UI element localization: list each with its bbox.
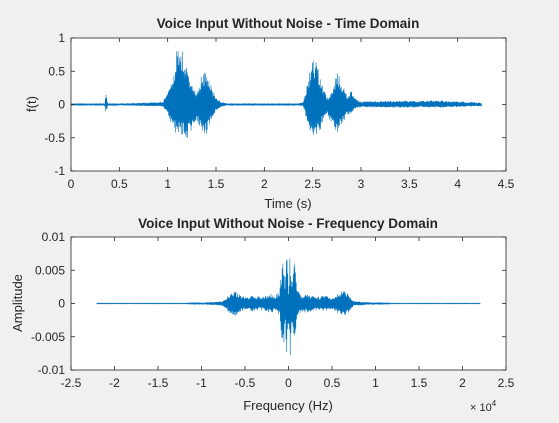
x-tick-label: 2.5 [498, 376, 515, 390]
time-domain-x-label: Time (s) [264, 196, 311, 211]
frequency-domain-y-label: Amplitude [10, 274, 25, 332]
exponent-power: 4 [492, 399, 497, 408]
frequency-domain-x-ticks: -2.5 -2 -1.5 -1 -0.5 0 0.5 1 1.5 2 2.5 [61, 237, 515, 390]
time-domain-y-ticks: -1 -0.5 0 0.5 1 [44, 31, 506, 178]
frequency-domain-axes: -2.5 -2 -1.5 -1 -0.5 0 0.5 1 1.5 2 2.5 -0.01 -0.005… [10, 216, 515, 414]
x-tick-label: 4 [454, 177, 461, 191]
x-tick-label: -1 [196, 376, 207, 390]
frequency-axis-exponent: × 104 [470, 399, 497, 414]
x-tick-label: 2 [261, 177, 268, 191]
x-tick-label: 2 [459, 376, 466, 390]
y-tick-label: -1 [54, 164, 65, 178]
frequency-domain-title: Voice Input Without Noise - Frequency Do… [138, 216, 438, 231]
signal-line [96, 258, 481, 356]
y-tick-label: 0.5 [48, 64, 65, 78]
x-tick-label: 0 [285, 376, 292, 390]
x-tick-label: 4.5 [498, 177, 515, 191]
x-tick-label: -2 [109, 376, 120, 390]
frequency-domain-y-ticks: -0.01 -0.005 0 0.005 0.01 [31, 230, 506, 377]
y-tick-label: 1 [58, 31, 65, 45]
x-tick-label: 1 [164, 177, 171, 191]
y-tick-label: -0.01 [38, 363, 66, 377]
x-tick-label: 0.5 [111, 177, 128, 191]
x-tick-label: 1 [372, 376, 379, 390]
x-tick-label: 0 [68, 177, 75, 191]
x-tick-label: 1.5 [208, 177, 225, 191]
exponent-base: × 10 [470, 402, 492, 414]
x-tick-label: 3.5 [401, 177, 418, 191]
y-tick-label: 0 [58, 98, 65, 112]
y-tick-label: 0.005 [35, 263, 65, 277]
y-tick-label: -0.5 [44, 131, 65, 145]
frequency-domain-x-label: Frequency (Hz) [243, 398, 333, 413]
y-tick-label: 0.01 [42, 230, 66, 244]
x-tick-label: -2.5 [61, 376, 82, 390]
y-tick-label: -0.005 [31, 330, 65, 344]
x-tick-label: 3 [358, 177, 365, 191]
time-domain-y-label: f(t) [24, 96, 39, 112]
frequency-domain-spectrum [96, 258, 481, 356]
time-domain-title: Voice Input Without Noise - Time Domain [157, 16, 420, 31]
time-domain-axes: 0 0.5 1 1.5 2 2.5 3 3.5 4 4.5 -1 -0.5 0 0.5 1 Voice I… [24, 16, 515, 211]
x-tick-label: 2.5 [304, 177, 321, 191]
signal-line [70, 51, 482, 138]
x-tick-label: 0.5 [324, 376, 341, 390]
time-domain-x-ticks: 0 0.5 1 1.5 2 2.5 3 3.5 4 4.5 [68, 38, 515, 191]
y-tick-label: 0 [58, 297, 65, 311]
x-tick-label: -1.5 [148, 376, 169, 390]
time-domain-waveform [70, 51, 482, 138]
x-tick-label: -0.5 [235, 376, 256, 390]
x-tick-label: 1.5 [411, 376, 428, 390]
